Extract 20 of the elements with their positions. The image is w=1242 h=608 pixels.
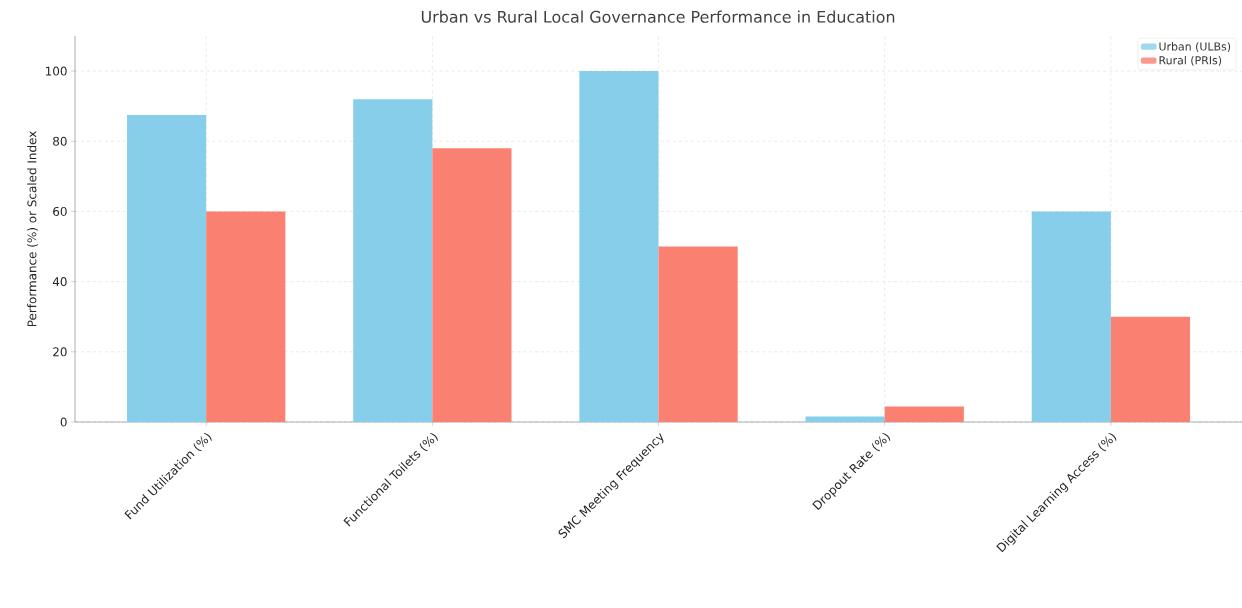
bar [658,246,738,422]
y-tick-label: 40 [52,277,67,287]
bar [884,406,964,422]
bar [206,211,286,422]
y-tick-label: 20 [53,347,67,357]
bar [579,71,659,422]
bar [432,148,512,422]
bar [1110,316,1191,422]
y-tick-label: 100 [45,66,67,76]
y-tick-label: 0 [60,417,67,427]
bar [353,99,433,422]
y-axis-title: Performance (%) or Scaled Index [27,131,38,327]
y-tick-label: 60 [53,206,67,216]
legend-label: Urban (ULBs) [1159,42,1231,52]
y-tick-label: 80 [53,136,67,146]
bar [1031,211,1111,422]
legend-label: Rural (PRIs) [1159,55,1222,66]
chart-title: Urban vs Rural Local Governance Performance in Education [421,10,895,23]
bar [805,416,885,422]
bar [127,114,207,422]
